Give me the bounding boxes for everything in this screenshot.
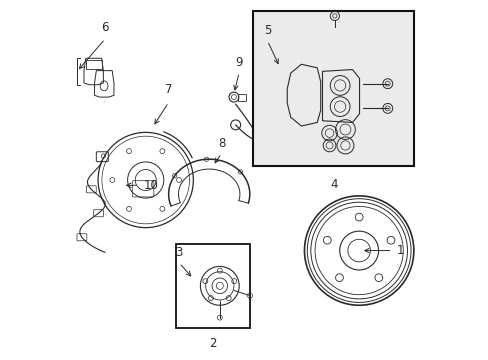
Text: 7: 7 [164,83,172,96]
Bar [238,94,245,100]
Text: 4: 4 [330,178,338,191]
Text: 2: 2 [208,337,216,350]
Text: 10: 10 [143,179,159,192]
Bar [253,11,413,166]
Text: 8: 8 [218,137,225,150]
Text: 9: 9 [235,56,243,69]
Text: 3: 3 [175,246,183,259]
Text: 1: 1 [395,244,403,257]
Text: 6: 6 [101,21,109,33]
Text: 5: 5 [263,24,270,37]
Bar [175,243,249,328]
